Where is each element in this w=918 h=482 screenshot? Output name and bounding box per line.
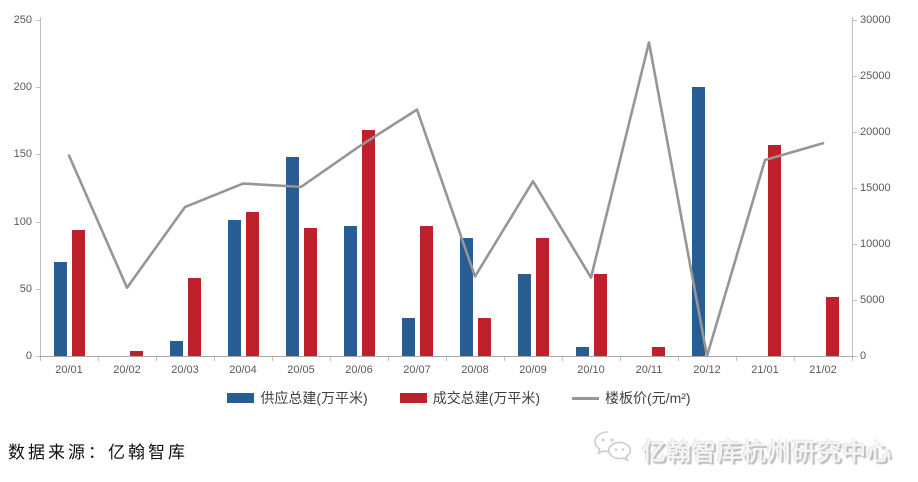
x-axis-label: 20/12	[693, 364, 721, 376]
x-axis-tick	[446, 357, 447, 361]
y-axis-left-label: 0	[25, 350, 32, 362]
bar-transaction	[129, 350, 143, 356]
price-line	[67, 41, 825, 358]
y-axis-left-tick	[36, 221, 40, 223]
bar-transaction	[303, 228, 317, 356]
y-axis-left-label: 250	[13, 14, 32, 26]
x-axis-tick	[562, 357, 563, 361]
y-axis-right-tick	[853, 188, 857, 189]
bar-supply	[53, 261, 67, 356]
y-axis-right-tick	[853, 132, 857, 133]
x-axis-tick	[504, 357, 505, 361]
bar-supply	[575, 346, 589, 356]
x-axis-tick	[620, 357, 621, 361]
bar-transaction	[71, 229, 85, 356]
y-axis-right-tick	[853, 244, 857, 245]
bar-transaction	[361, 130, 375, 356]
x-axis-tick	[330, 357, 331, 361]
y-axis-right-label: 5000	[860, 294, 885, 306]
bar-supply	[285, 157, 299, 356]
legend-item-transaction-label: 成交总建(万平米)	[432, 390, 541, 406]
y-axis-right-tick	[853, 20, 857, 21]
bar-transaction	[477, 318, 491, 356]
bar-transaction	[187, 278, 201, 356]
x-axis-tick	[794, 357, 795, 361]
y-axis-left-label: 200	[13, 81, 32, 94]
y-axis-right-label: 30000	[860, 14, 891, 26]
y-axis-right-line	[852, 17, 853, 356]
legend-item-transaction: 成交总建(万平米)	[399, 388, 541, 408]
x-axis-tick	[214, 357, 215, 361]
bar-supply	[227, 220, 241, 356]
y-axis-left-label: 100	[13, 215, 32, 228]
x-axis-label: 20/08	[461, 364, 489, 376]
x-axis-label: 20/09	[519, 364, 547, 376]
y-axis-right-label: 25000	[860, 70, 891, 82]
x-axis-tick	[98, 357, 99, 361]
bar-transaction	[535, 237, 549, 356]
y-axis-right-tick	[853, 356, 857, 357]
y-axis-left-label: 50	[19, 282, 32, 295]
watermark-text: 亿翰智库杭州研究中心	[642, 439, 892, 466]
y-axis-right-label: 0	[860, 350, 867, 362]
bar-supply	[691, 87, 705, 356]
legend-item-supply-swatch	[227, 393, 255, 403]
y-axis-right-label: 15000	[860, 182, 891, 194]
x-axis-label: 20/10	[577, 364, 605, 376]
y-axis-left-tick	[36, 154, 40, 156]
x-axis-tick	[388, 357, 389, 361]
x-axis-tick	[156, 357, 157, 361]
y-axis-right-tick	[853, 300, 857, 301]
x-axis-label: 20/05	[287, 364, 315, 376]
watermark: 亿翰智库杭州研究中心	[592, 430, 892, 469]
bar-transaction	[419, 225, 433, 356]
wechat-icon	[592, 430, 634, 469]
bar-transaction	[245, 212, 259, 356]
bar-transaction	[593, 274, 607, 356]
bar-transaction	[767, 144, 781, 356]
x-axis-label: 21/01	[751, 364, 779, 376]
x-axis-label: 20/06	[345, 364, 373, 376]
y-axis-left-line	[40, 17, 41, 356]
legend-item-supply: 供应总建(万平米)	[227, 388, 368, 408]
bar-transaction	[651, 346, 665, 356]
bar-supply	[169, 341, 183, 356]
bar-transaction	[825, 296, 839, 356]
y-axis-left-label: 150	[13, 148, 32, 161]
data-source-text: 数据来源：亿翰智库	[8, 443, 188, 463]
x-axis-label: 20/01	[55, 364, 83, 376]
y-axis-right-tick	[853, 76, 857, 77]
y-axis-left-tick	[36, 20, 40, 21]
x-axis-label: 20/07	[403, 364, 431, 376]
x-axis-label: 20/04	[229, 364, 257, 376]
x-axis-label: 20/11	[635, 364, 663, 376]
legend-item-price: 楼板价(元/m²)	[572, 388, 691, 408]
legend-item-supply-label: 供应总建(万平米)	[260, 390, 368, 406]
x-axis-label: 20/02	[113, 364, 141, 376]
x-axis-label: 21/02	[809, 364, 837, 376]
bar-supply	[343, 225, 357, 356]
x-axis-tick	[272, 357, 273, 361]
y-axis-right-label: 10000	[860, 238, 891, 250]
x-axis-label: 20/03	[171, 364, 199, 376]
legend-item-price-swatch	[572, 396, 600, 400]
y-axis-left-tick	[36, 288, 40, 290]
legend-item-price-label: 楼板价(元/m²)	[605, 390, 691, 406]
x-axis-tick	[852, 357, 853, 361]
legend-item-transaction-swatch	[399, 393, 427, 403]
bar-supply	[517, 274, 531, 356]
y-axis-left-tick	[36, 87, 40, 89]
bar-supply	[401, 318, 415, 356]
bar-supply	[459, 237, 473, 356]
x-axis-tick	[40, 357, 41, 361]
x-axis-tick	[736, 357, 737, 361]
y-axis-right-label: 20000	[860, 126, 891, 138]
chart-legend: 供应总建(万平米) 成交总建(万平米) 楼板价(元/m²)	[0, 388, 918, 408]
x-axis-tick	[678, 357, 679, 361]
y-axis-left-tick	[36, 356, 40, 357]
